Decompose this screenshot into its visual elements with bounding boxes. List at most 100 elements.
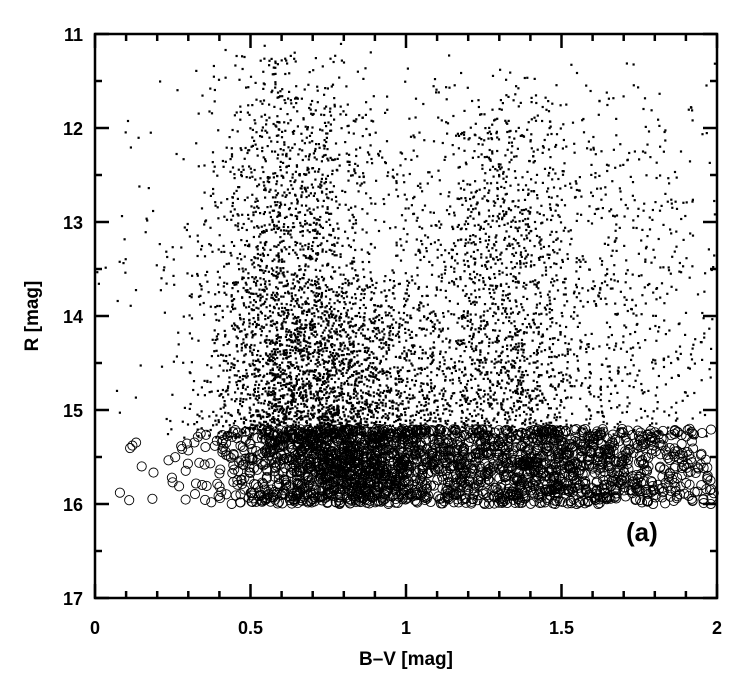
data-point-dot [296, 335, 299, 338]
data-point-dot [463, 223, 466, 226]
data-point-dot [468, 137, 471, 140]
data-point-dot [261, 393, 264, 396]
data-point-dot [352, 392, 355, 395]
data-point-dot [350, 416, 353, 419]
data-point-dot [259, 341, 262, 344]
data-point-dot [513, 360, 516, 363]
data-point-dot [223, 400, 226, 403]
data-point-dot [263, 83, 266, 86]
data-point-dot [236, 326, 239, 329]
data-point-dot [309, 423, 312, 426]
data-point-dot [220, 353, 223, 356]
data-point-dot [455, 134, 458, 137]
data-point-dot [477, 388, 480, 391]
data-point-dot [494, 340, 497, 343]
data-point-dot [398, 370, 401, 373]
data-point-dot [339, 348, 342, 351]
data-point-dot [478, 213, 481, 216]
data-point-dot [288, 382, 291, 385]
data-point-dot [473, 289, 477, 292]
data-point-dot [415, 405, 419, 408]
data-point-dot [536, 360, 539, 363]
data-point-dot [507, 293, 510, 296]
data-point-dot [276, 366, 279, 369]
data-point-dot [429, 411, 432, 414]
data-point-dot [421, 348, 424, 352]
data-point-dot [290, 381, 293, 384]
data-point-dot [372, 362, 375, 365]
data-point-dot [256, 409, 259, 412]
data-point-dot [382, 415, 385, 418]
data-point-dot [239, 403, 242, 406]
data-point-dot [308, 106, 311, 110]
data-point-dot [470, 386, 473, 390]
data-point-dot [469, 126, 472, 129]
data-point-dot [329, 57, 332, 60]
data-point-dot [304, 344, 308, 347]
data-point-dot [246, 393, 249, 396]
data-point-dot [524, 423, 527, 426]
data-point-dot [274, 399, 277, 402]
data-point-dot [478, 395, 481, 398]
data-point-dot [512, 365, 516, 368]
data-point-dot [258, 235, 261, 238]
data-point-dot [326, 368, 329, 371]
data-point-dot [502, 307, 505, 310]
data-point-dot [231, 201, 234, 205]
data-point-dot [249, 436, 252, 439]
data-point-dot [395, 254, 398, 257]
data-point-dot [357, 402, 360, 405]
data-point-dot [217, 421, 220, 424]
data-point-dot [328, 408, 331, 411]
data-point-dot [453, 367, 456, 370]
data-point-dot [325, 406, 328, 409]
data-point-dot [241, 67, 244, 71]
data-point-dot [691, 434, 694, 437]
data-point-dot [482, 227, 485, 230]
data-point-dot [345, 85, 348, 88]
data-point-dot [248, 176, 251, 179]
data-point-dot [256, 147, 259, 150]
data-point-dot [416, 274, 419, 277]
data-point-dot [488, 337, 491, 341]
data-point-dot [458, 376, 461, 380]
data-point-dot [262, 181, 265, 184]
data-point-dot [304, 282, 307, 285]
data-point-dot [254, 178, 257, 181]
data-point-dot [489, 284, 492, 287]
data-point-dot [462, 133, 466, 136]
data-point-dot [401, 400, 404, 403]
data-point-dot [469, 183, 472, 186]
data-point-dot [394, 407, 398, 410]
data-point-dot [385, 299, 388, 302]
data-point-dot [472, 336, 475, 339]
data-point-dot [516, 387, 519, 391]
data-point-dot [311, 307, 314, 310]
data-point-dot [430, 389, 434, 393]
data-point-dot [206, 429, 209, 433]
data-point-dot [500, 403, 503, 406]
data-point-dot [254, 200, 257, 203]
data-point-dot [498, 107, 501, 111]
data-point-dot [271, 196, 275, 199]
data-point-dot [536, 408, 539, 411]
data-point-dot [305, 136, 308, 139]
data-point-dot [303, 354, 306, 357]
data-point-dot [339, 345, 342, 348]
data-point-dot [388, 326, 391, 330]
data-point-dot [530, 190, 533, 193]
data-point-dot [320, 343, 323, 346]
data-point-dot [227, 262, 230, 265]
data-point-dot [276, 175, 279, 178]
data-point-dot [318, 419, 321, 422]
data-point-dot [216, 304, 219, 308]
data-point-dot [392, 401, 395, 404]
data-point-dot [277, 211, 280, 214]
data-point-dot [206, 364, 209, 367]
data-point-dot [478, 327, 481, 330]
data-point-dot [291, 173, 294, 176]
data-point-dot [249, 127, 252, 130]
data-point-dot [344, 230, 347, 233]
data-point-dot [303, 330, 307, 333]
data-point-dot [444, 375, 447, 378]
